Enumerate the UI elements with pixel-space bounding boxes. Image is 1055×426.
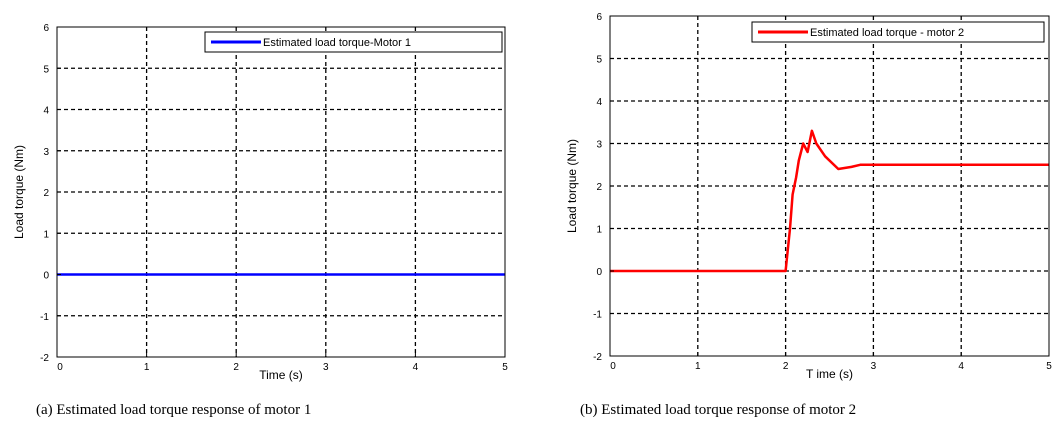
chart-b-ytick-label-4: 2 bbox=[596, 182, 602, 193]
figure-b: 0 1 2 3 4 5 -2 -1 0 1 2 3 4 5 6 T ime (s) Load torque (N… bbox=[540, 0, 1055, 426]
chart-b-ytick-label-1: -1 bbox=[593, 310, 602, 321]
chart-a-xtick-label-5: 5 bbox=[502, 362, 508, 373]
chart-a-xtick-label-3: 3 bbox=[323, 362, 329, 373]
chart-a-ylabel: Load torque (Nm) bbox=[12, 145, 26, 239]
chart-b-legend-label: Estimated load torque - motor 2 bbox=[810, 27, 964, 39]
chart-a-xtick-label-1: 1 bbox=[144, 362, 150, 373]
chart-b-ytick-label-5: 3 bbox=[596, 140, 602, 151]
chart-a-xtick-label-4: 4 bbox=[413, 362, 419, 373]
chart-b-xtick-label-4: 4 bbox=[958, 361, 964, 372]
chart-b-series-line-0 bbox=[610, 129, 1049, 273]
chart-b-xtick-label-5: 5 bbox=[1046, 361, 1052, 372]
chart-b-ytick-label-8: 6 bbox=[596, 12, 602, 23]
chart-a-ytick-label-6: 4 bbox=[43, 106, 49, 117]
chart-b-xtick-label-2: 2 bbox=[783, 361, 789, 372]
caption-a: (a) Estimated load torque response of mo… bbox=[36, 402, 312, 418]
chart-b-ytick-label-6: 4 bbox=[596, 97, 602, 108]
chart-b-xtick-label-0: 0 bbox=[610, 361, 616, 372]
figure-a: 0 1 2 3 4 5 -2 -1 0 1 2 3 4 5 6 Time (s) Load torque (Nm… bbox=[0, 0, 520, 426]
chart-a-ytick-label-3: 1 bbox=[43, 229, 49, 240]
chart-a-ytick-label-4: 2 bbox=[43, 188, 49, 199]
chart-a-ytick-label-7: 5 bbox=[43, 64, 49, 75]
chart-b-ytick-label-7: 5 bbox=[596, 55, 602, 66]
chart-a-xlabel: Time (s) bbox=[259, 368, 303, 382]
chart-b-xlabel: T ime (s) bbox=[806, 367, 853, 381]
chart-a-ytick-label-5: 3 bbox=[43, 147, 49, 158]
chart-a-legend-label: Estimated load torque-Motor 1 bbox=[263, 37, 411, 49]
chart-b-xtick-label-3: 3 bbox=[871, 361, 877, 372]
chart-a-ytick-label-0: -2 bbox=[40, 353, 49, 364]
chart-b-ylabel: Load torque (Nm) bbox=[565, 139, 579, 233]
chart-b-legend-box bbox=[751, 21, 1045, 43]
chart-a-xtick-label-0: 0 bbox=[57, 362, 63, 373]
chart-a-legend-box bbox=[204, 31, 503, 53]
chart-b-ytick-label-3: 1 bbox=[596, 225, 602, 236]
chart-a-ytick-label-2: 0 bbox=[43, 271, 49, 282]
chart-b-xtick-label-1: 1 bbox=[695, 361, 701, 372]
chart-b: 0 1 2 3 4 5 -2 -1 0 1 2 3 4 5 6 T ime (s) Load torque (N… bbox=[565, 12, 1052, 381]
chart-a-ytick-label-8: 6 bbox=[43, 23, 49, 34]
chart-a-xtick-label-2: 2 bbox=[233, 362, 239, 373]
caption-b: (b) Estimated load torque response of mo… bbox=[580, 402, 857, 418]
chart-b-ytick-label-0: -2 bbox=[593, 352, 602, 363]
chart-a: 0 1 2 3 4 5 -2 -1 0 1 2 3 4 5 6 Time (s) Load torque (Nm… bbox=[12, 23, 508, 382]
chart-a-ytick-label-1: -1 bbox=[40, 312, 49, 323]
chart-b-ytick-label-2: 0 bbox=[596, 267, 602, 278]
